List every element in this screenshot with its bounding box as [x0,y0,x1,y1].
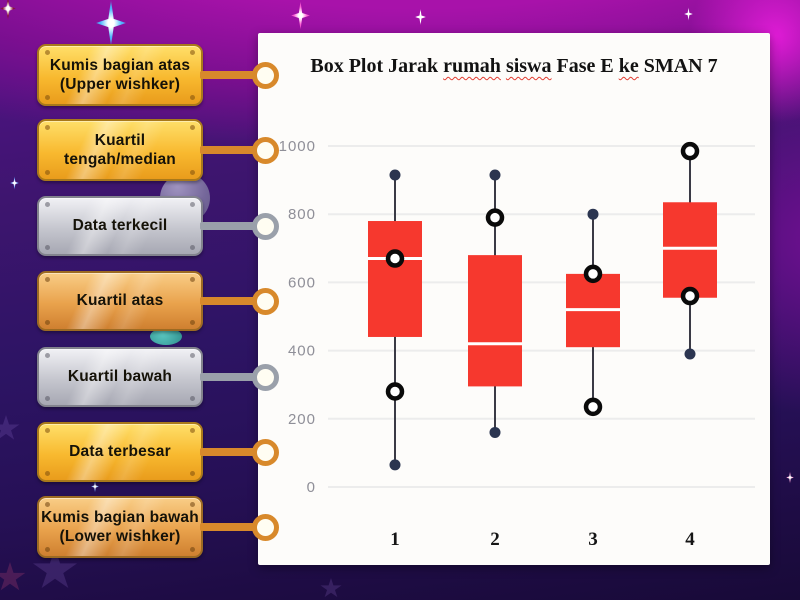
pin-target[interactable] [385,382,405,401]
connector-ring[interactable] [252,364,279,391]
x-category-label: 3 [588,529,598,550]
chart-title-word: Box Plot Jarak [310,55,444,77]
y-tick-label: 800 [288,206,316,223]
chart-title-word: siswa [505,55,552,77]
box [468,255,522,387]
pin-target[interactable] [583,397,603,417]
connector-line [200,71,255,79]
sparkle-star-icon [786,471,794,484]
connector-line [200,222,255,230]
label-text: Kumis bagian bawah [41,508,199,526]
connector-ring[interactable] [252,137,279,164]
label-button[interactable]: Kuartil bawah [37,347,203,407]
connector-ring[interactable] [252,213,279,240]
label-option-maximum[interactable]: Data terbesar [37,422,279,482]
connector-ring[interactable] [252,514,279,541]
sparkle-star-icon [415,8,426,26]
label-text-line2: (Upper wishker) [59,76,181,93]
chart-title-word: rumah [443,55,501,77]
label-button[interactable]: Kuartil atas [37,271,203,331]
label-text: Kuartil [94,131,146,149]
label-option-lower-whisker[interactable]: Kumis bagian bawah (Lower wishker) [37,496,279,558]
boxplot-panel: Box Plot Jarak rumah siswa Fase E ke SMA… [258,33,770,565]
chart-title-word: Fase E [551,55,619,77]
whisker-end-dot [389,169,401,181]
sparkle-star-icon [291,1,310,30]
x-category-label: 2 [490,529,500,550]
label-text: Kuartil bawah [67,368,173,386]
chart-title: Box Plot Jarak rumah siswa Fase E ke SMA… [258,55,770,78]
pin-target[interactable] [680,141,700,161]
pin-target[interactable] [583,264,603,284]
sparkle-star-icon [91,480,99,493]
sparkle-star-icon [96,0,126,46]
connector-line [200,297,255,305]
faint-star-icon [320,578,342,598]
label-option-lower-quartile[interactable]: Kuartil bawah [37,347,279,407]
label-option-median[interactable]: Kuartil tengah/median [37,119,279,181]
connector-ring[interactable] [252,439,279,466]
y-tick-label: 0 [307,479,316,496]
connector-ring[interactable] [252,288,279,315]
label-button[interactable]: Kuartil tengah/median [37,119,203,181]
alien-decoration [150,328,182,345]
label-text-line2: (Lower wishker) [59,528,181,545]
whisker-end-dot [684,348,696,360]
x-category-label: 4 [685,529,695,550]
y-tick-label: 200 [288,411,316,428]
label-text: Data terkecil [72,217,168,235]
label-text: Kumis bagian atas [49,56,191,74]
box [368,221,422,337]
connector-ring[interactable] [252,62,279,89]
label-text-line2: tengah/median [64,151,176,168]
connector-line [200,146,255,154]
label-option-upper-quartile[interactable]: Kuartil atas [37,271,279,331]
whisker-end-dot [489,169,501,181]
sparkle-star-icon [0,0,16,20]
pin-target[interactable] [485,208,505,227]
y-tick-label: 600 [288,274,316,291]
label-button[interactable]: Kumis bagian atas (Upper wishker) [37,44,203,106]
whisker-end-dot [587,208,599,220]
chart-title-word: ke [618,55,639,77]
faint-star-icon [0,562,26,591]
y-tick-label: 1000 [279,138,316,155]
pin-target[interactable] [680,286,700,306]
label-option-upper-whisker[interactable]: Kumis bagian atas (Upper wishker) [37,44,279,106]
faint-star-icon [0,415,20,440]
chart-title-word: SMAN 7 [638,55,718,77]
label-button[interactable]: Data terkecil [37,196,203,256]
y-tick-label: 400 [288,343,316,360]
label-button[interactable]: Kumis bagian bawah (Lower wishker) [37,496,203,558]
sparkle-star-icon [10,176,19,190]
box [663,202,717,298]
boxplot-svg: 0 200 400 600 800 1000 1 2 3 4 [279,138,755,550]
label-text: Kuartil atas [76,292,164,310]
connector-line [200,523,255,531]
label-option-minimum[interactable]: Data terkecil [37,196,279,256]
whisker-end-dot [389,459,401,471]
label-button[interactable]: Data terbesar [37,422,203,482]
connector-line [200,373,255,381]
label-text: Data terbesar [69,443,171,461]
whisker-end-dot [489,426,501,438]
pin-target[interactable] [385,249,405,268]
sparkle-star-icon [684,7,693,21]
x-category-label: 1 [390,529,400,550]
connector-line [200,448,255,456]
